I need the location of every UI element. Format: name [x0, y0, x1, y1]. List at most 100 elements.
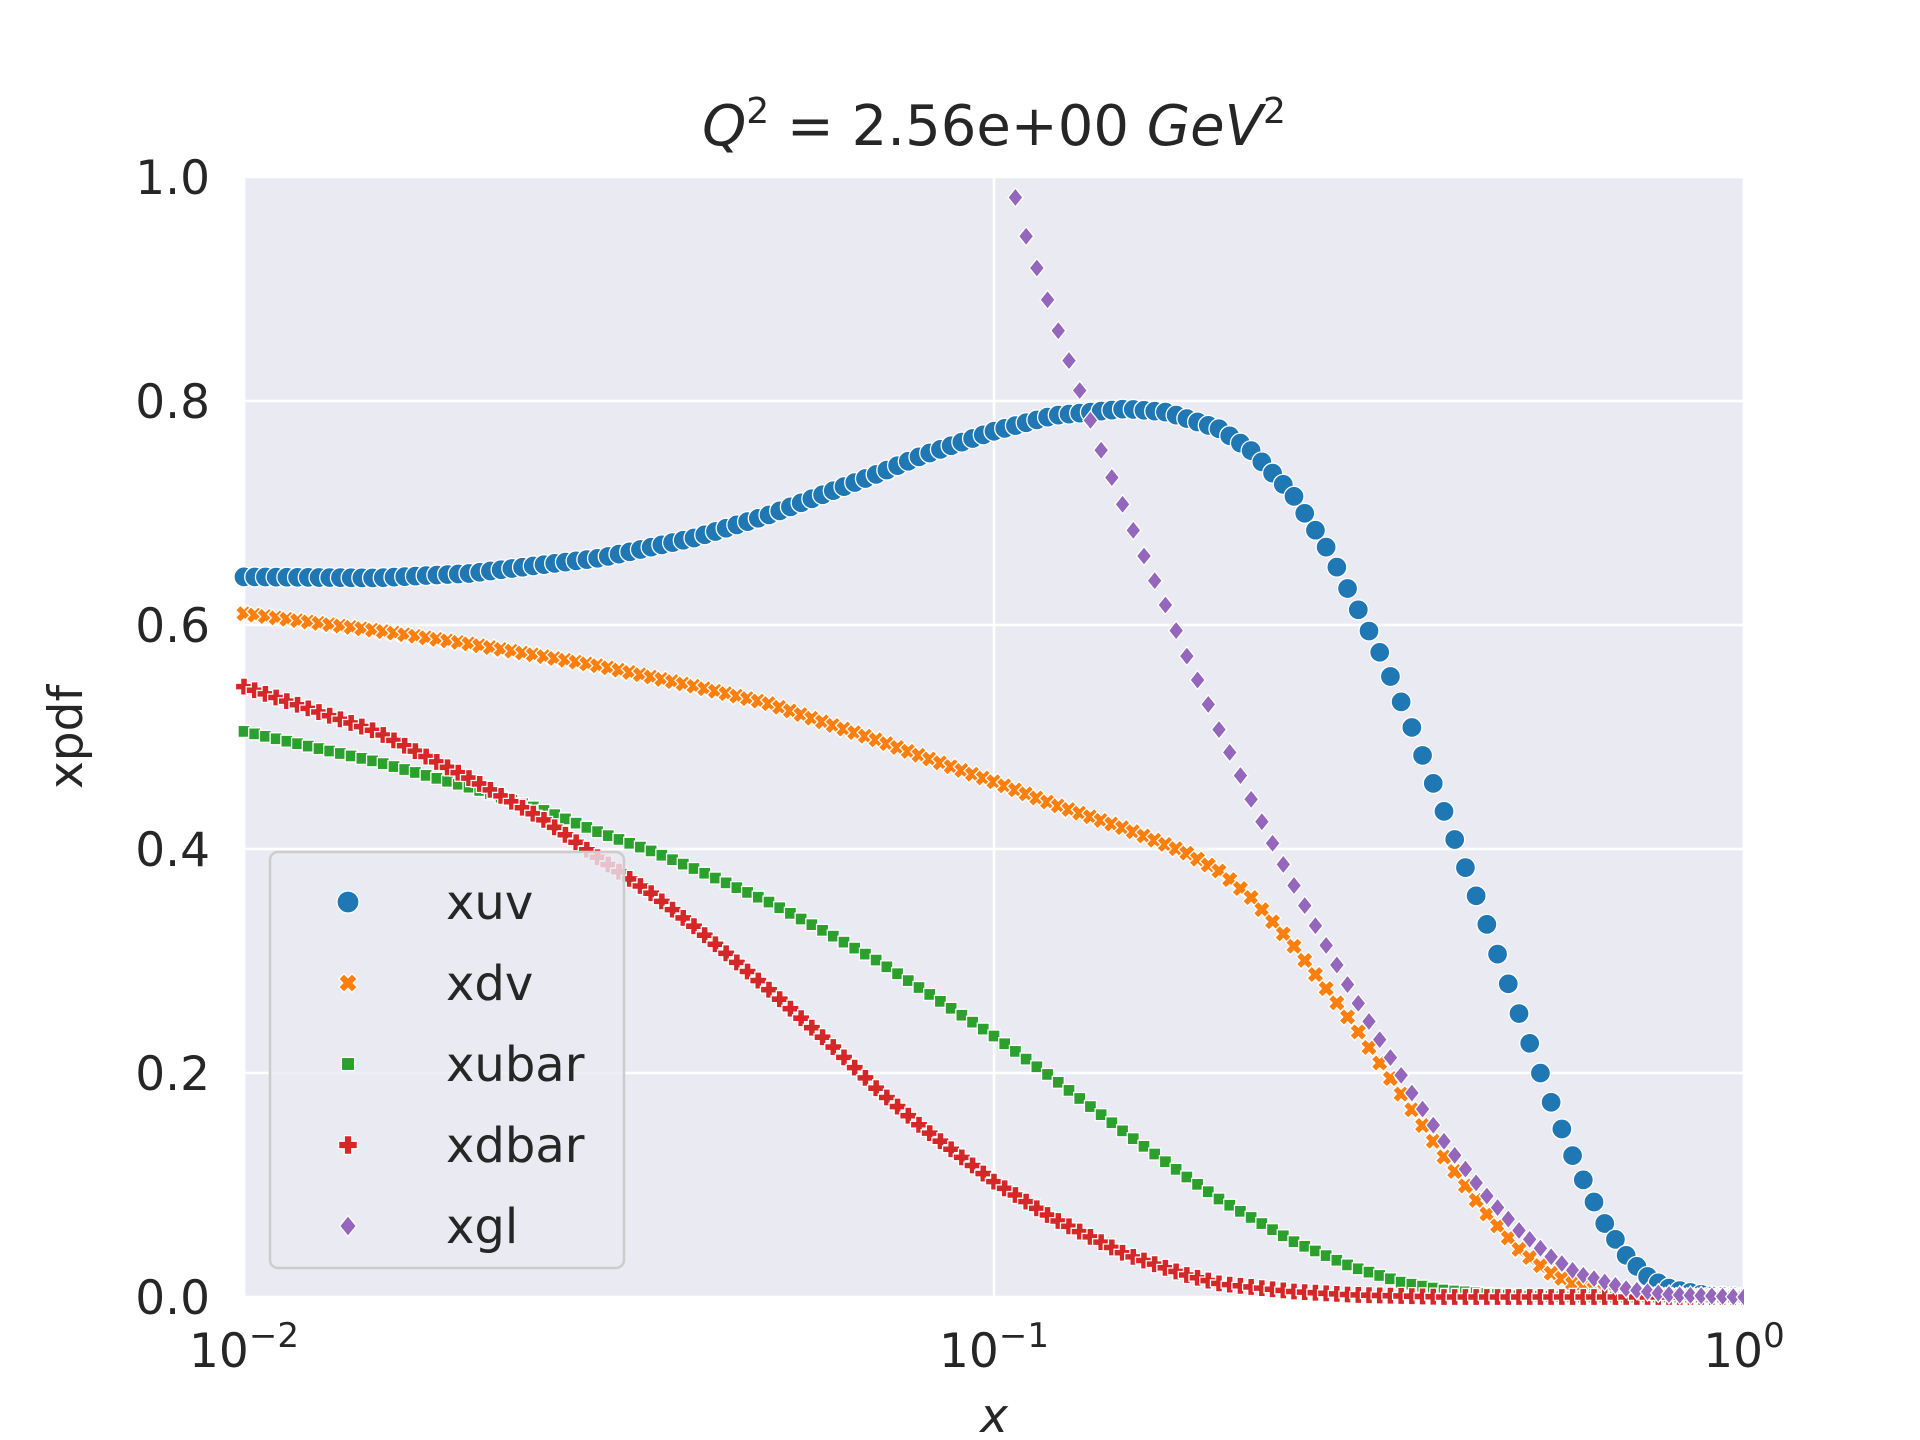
y-axis-label: xpdf	[39, 684, 94, 789]
x-tick-label: 10−2	[189, 1316, 299, 1379]
data-point-xdbar	[341, 713, 361, 733]
legend-frame	[268, 850, 626, 1270]
data-point-xdv	[1316, 979, 1336, 999]
data-point-xgl	[1339, 974, 1356, 996]
data-point-xgl	[1189, 669, 1206, 691]
y-tick-label: 0.4	[135, 823, 210, 878]
data-point-xgl	[1682, 1284, 1699, 1306]
data-point-xdbar	[1113, 1243, 1132, 1262]
title-q: Q	[702, 94, 746, 159]
data-point-xuv	[1422, 772, 1444, 795]
legend-marker-xuv	[336, 890, 360, 914]
data-point-xubar	[1158, 1155, 1173, 1169]
data-point-xdv	[1295, 950, 1315, 970]
data-point-xgl	[1157, 594, 1174, 616]
data-point-xdbar	[352, 717, 372, 736]
data-point-xgl	[1242, 788, 1260, 810]
data-point-xubar	[1019, 1052, 1033, 1066]
data-point-xgl	[1274, 853, 1292, 875]
data-point-xdbar	[256, 684, 275, 704]
data-point-xgl	[1499, 1208, 1517, 1230]
data-point-xdbar	[1177, 1265, 1197, 1285]
data-point-xuv	[1508, 1002, 1530, 1025]
data-point-xgl	[1660, 1283, 1678, 1305]
data-point-xgl	[1703, 1285, 1721, 1307]
data-point-xgl	[1692, 1285, 1710, 1307]
data-point-xuv	[1465, 885, 1487, 907]
data-point-xgl	[1210, 719, 1228, 741]
data-point-xgl	[1007, 186, 1024, 208]
data-point-xgl	[1178, 645, 1196, 667]
data-point-xgl	[1671, 1284, 1689, 1306]
data-point-xgl	[1092, 439, 1110, 461]
data-point-xubar	[1094, 1108, 1108, 1122]
data-point-xdbar	[1199, 1271, 1218, 1290]
data-point-xdbar	[299, 699, 318, 718]
data-point-xdbar	[1252, 1278, 1272, 1298]
data-point-xdv	[1348, 1022, 1368, 1042]
data-point-xgl	[1199, 693, 1217, 715]
data-point-xgl	[1403, 1082, 1421, 1104]
data-point-xubar	[1051, 1075, 1065, 1089]
chart-title: Q2 = 2.56e+00 GeV2	[702, 91, 1286, 159]
legend-label-xubar: xubar	[446, 1037, 585, 1093]
data-point-xuv	[1315, 536, 1337, 558]
data-point-xuv	[1529, 1062, 1552, 1084]
data-point-xdv	[1252, 900, 1272, 920]
data-point-xuv	[1540, 1091, 1562, 1113]
data-point-xgl	[1039, 289, 1056, 311]
plot-area-cover-top	[0, 0, 1920, 177]
data-point-xuv	[1497, 973, 1519, 995]
data-point-xubar	[1137, 1139, 1151, 1153]
data-point-xdbar	[309, 702, 329, 722]
data-point-xgl	[1017, 225, 1035, 247]
data-point-xdbar	[320, 706, 339, 725]
data-point-xubar	[965, 1015, 980, 1029]
data-point-xgl	[1724, 1286, 1742, 1308]
data-point-xgl	[1371, 1029, 1389, 1051]
data-point-xuv	[1401, 716, 1423, 739]
legend-label-xgl: xgl	[446, 1199, 518, 1255]
data-point-xubar	[912, 980, 926, 995]
x-tick-label: 100	[1703, 1316, 1784, 1379]
data-point-xuv	[1551, 1118, 1573, 1140]
data-point-xuv	[1390, 691, 1412, 713]
data-point-xuv	[1519, 1032, 1541, 1054]
data-point-xgl	[1435, 1130, 1453, 1152]
data-point-xubar	[955, 1008, 969, 1022]
data-point-xdbar	[1134, 1251, 1154, 1270]
title-unit: GeV	[1147, 94, 1267, 159]
data-point-xdbar	[331, 710, 350, 729]
legend-label-xdv: xdv	[446, 956, 533, 1012]
data-point-xdbar	[234, 677, 254, 696]
data-point-xdbar	[277, 691, 297, 711]
data-point-xgl	[1382, 1047, 1399, 1069]
data-point-xdbar	[266, 688, 286, 707]
data-point-xubar	[1148, 1147, 1162, 1161]
data-point-xdbar	[288, 695, 307, 714]
data-point-xgl	[1071, 380, 1089, 402]
data-point-xgl	[1542, 1246, 1560, 1268]
data-point-xubar	[1105, 1116, 1119, 1130]
data-point-xdbar	[1124, 1247, 1143, 1267]
data-point-xubar	[944, 1001, 958, 1015]
plot-area-cover-right	[1744, 0, 1920, 1440]
data-point-xgl	[1124, 519, 1142, 541]
data-point-xubar	[901, 973, 915, 988]
data-point-xubar	[976, 1022, 990, 1036]
data-point-xuv	[1444, 828, 1466, 851]
data-point-xgl	[1114, 493, 1131, 515]
data-point-xuv	[1411, 744, 1434, 767]
data-point-xgl	[1285, 875, 1303, 896]
data-point-xdbar	[1156, 1258, 1175, 1277]
data-point-xgl	[1307, 915, 1324, 937]
data-point-xdv	[1306, 965, 1325, 984]
data-point-xgl	[1424, 1114, 1442, 1136]
data-point-xuv	[1561, 1144, 1584, 1167]
data-point-xgl	[1221, 741, 1239, 763]
x-tick-label: 10−1	[939, 1316, 1049, 1379]
data-point-xgl	[1349, 992, 1367, 1014]
data-point-xgl	[1414, 1098, 1431, 1120]
legend: xuv xdv xubar xdbar xgl	[268, 850, 626, 1270]
data-point-xuv	[1433, 800, 1455, 823]
